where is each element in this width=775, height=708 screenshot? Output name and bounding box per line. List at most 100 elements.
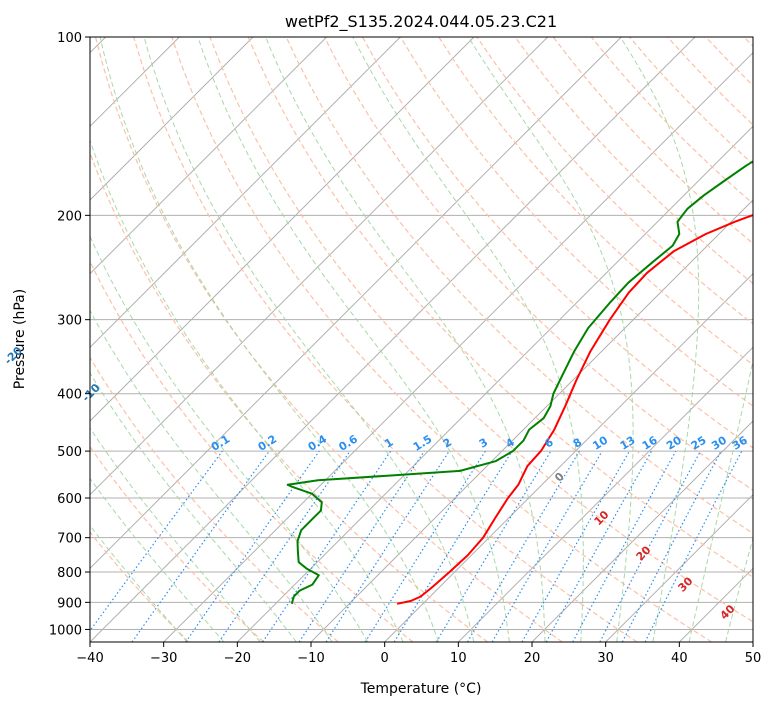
plot-frame (89, 36, 754, 643)
dewpoint-line (286, 160, 753, 605)
moist-adiabat (265, 37, 546, 642)
moist-adiabat-label: 30 (676, 574, 696, 594)
dry-adiabat (90, 445, 264, 642)
line-labels: 0.10.20.40.611.52346810131620253036-100-… (2, 344, 750, 622)
isotherm (384, 272, 753, 642)
isotherm (678, 567, 753, 642)
dry-adiabat (90, 151, 488, 642)
x-tick-label: −10 (297, 651, 324, 666)
dry-adiabat (476, 37, 753, 325)
axes: −40 −30 −20 −10 0 10 20 30 40 5010020030040050060… (49, 31, 761, 666)
dry-adiabat (743, 37, 753, 48)
mixing-ratio-label: 0.4 (306, 432, 330, 454)
x-tick-label: 40 (671, 651, 688, 666)
dry-adiabat (90, 260, 414, 642)
x-tick-label: 50 (745, 651, 762, 666)
dry-adiabat-label: -10 (80, 381, 103, 404)
dry-adiabat (90, 356, 339, 642)
moist-adiabat (90, 477, 225, 642)
dry-adiabat (552, 37, 753, 245)
isotherm (90, 37, 549, 496)
isotherm (163, 51, 753, 642)
mixing-ratio-line (545, 450, 653, 642)
moist-adiabat (90, 309, 333, 642)
isotherm (90, 37, 254, 201)
isotherm (90, 37, 401, 349)
mixing-ratio-label: 25 (689, 434, 709, 453)
mixing-ratio-line (393, 450, 513, 642)
y-tick-label: 100 (57, 31, 82, 46)
mixing-ratio-line (599, 450, 702, 642)
isotherm (605, 493, 753, 642)
moist-adiabat (90, 235, 369, 642)
moist-adiabat (99, 37, 439, 642)
dry-adiabat (667, 37, 753, 126)
x-tick-label: −40 (76, 651, 103, 666)
y-tick-label: 400 (57, 388, 82, 403)
mixing-ratio-line (262, 450, 392, 642)
x-tick-label: −20 (224, 651, 251, 666)
mixing-ratio-line (131, 450, 270, 642)
mixing-ratio-line (572, 450, 677, 642)
y-tick-label: 800 (57, 566, 82, 581)
moist-adiabat (143, 37, 475, 642)
isotherm (90, 37, 622, 570)
dry-adiabat (209, 37, 753, 623)
isotherm (752, 641, 753, 642)
moist-adiabat (467, 37, 634, 642)
dry-adiabat (285, 37, 753, 535)
mixing-ratio-label: 3 (477, 436, 490, 451)
isotherm (531, 420, 753, 642)
moist-adiabat-label: 20 (634, 543, 654, 563)
x-axis-title: Temperature (°C) (360, 681, 482, 697)
dry-adiabat (438, 37, 753, 366)
mixing-ratio-label: 30 (709, 433, 729, 452)
x-tick-label: 30 (597, 651, 614, 666)
mixing-ratio-label: 20 (664, 433, 684, 452)
mixing-ratio-label: 16 (640, 433, 660, 452)
dry-adiabat (590, 37, 753, 205)
profile-lines (286, 160, 753, 605)
dry-adiabat (323, 37, 753, 492)
mixing-ratio-line (435, 450, 552, 642)
isotherm (457, 346, 753, 642)
y-tick-label: 600 (57, 492, 82, 507)
y-axis-title: Pressure (hPa) (12, 289, 28, 389)
isotherm (236, 125, 753, 642)
mixing-ratio-line (90, 450, 223, 632)
dry-adiabat (171, 37, 713, 642)
mixing-ratio-line (218, 450, 351, 642)
moist-adiabat (352, 37, 584, 642)
mixing-ratio-line (521, 450, 631, 642)
y-tick-label: 1000 (49, 623, 82, 638)
mixing-ratio-line (644, 450, 743, 642)
y-tick-label: 500 (57, 445, 82, 460)
mixing-ratio-label: 36 (730, 433, 750, 452)
y-tick-label: 300 (57, 314, 82, 329)
moist-adiabat (90, 524, 188, 642)
dry-adiabat (94, 37, 563, 642)
x-tick-label: 10 (450, 651, 467, 666)
x-tick-label: 20 (524, 651, 541, 666)
mixing-ratio-label: 6 (542, 435, 556, 450)
y-tick-label: 900 (57, 596, 82, 611)
moist-adiabat (619, 37, 700, 642)
dry-adiabat (514, 37, 753, 285)
chart-title: wetPf2_S135.2024.044.05.23.C21 (285, 12, 557, 32)
moist-adiabat (688, 358, 753, 642)
moist-adiabat (725, 536, 753, 642)
dry-adiabat (361, 37, 753, 449)
dry-adiabat (705, 37, 753, 87)
dry-adiabat (247, 37, 753, 578)
temperature-line (396, 213, 753, 605)
moist-adiabat (197, 37, 510, 642)
dry-adiabat (133, 37, 638, 642)
isotherm (90, 37, 328, 275)
reference-lines (90, 37, 753, 642)
mixing-ratio-label: 1 (382, 436, 395, 451)
moist-adiabat-label: 40 (718, 602, 738, 622)
mixing-ratio-label: 13 (618, 434, 638, 453)
x-tick-label: −30 (150, 651, 177, 666)
x-tick-label: 0 (381, 651, 389, 666)
